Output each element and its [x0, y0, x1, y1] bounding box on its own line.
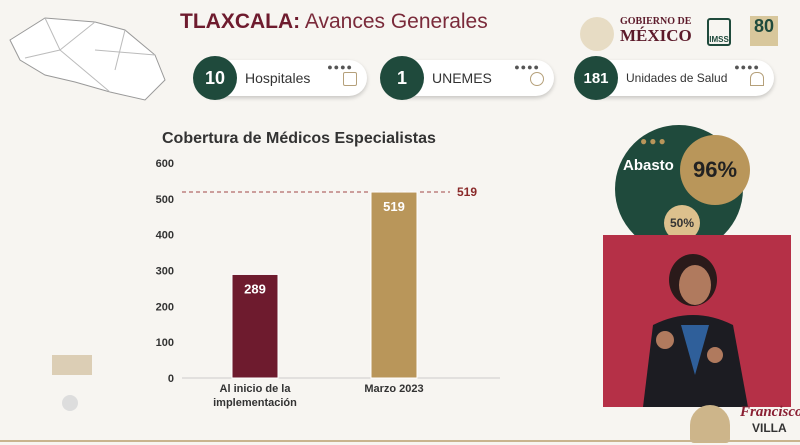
- villa-portrait-logo: [690, 405, 730, 443]
- doctor-icon: [530, 72, 544, 86]
- dots-icon: ●●●●: [327, 62, 353, 72]
- x-category-label: implementación: [213, 397, 297, 409]
- dots-icon: ●●●●: [514, 62, 540, 72]
- logo-line2: MÉXICO: [620, 26, 692, 45]
- dots-icon: ●●●●: [734, 62, 760, 72]
- y-tick-label: 200: [156, 301, 174, 313]
- bar-chart: 0 100 200 300 400 500 600 519 289 Al inicio de la…: [156, 158, 500, 409]
- state-name: TLAXCALA:: [180, 10, 301, 33]
- stat-hospitales: 10 Hospitales ●●●●: [193, 56, 367, 100]
- bar: [231, 273, 279, 379]
- y-tick-label: 600: [156, 158, 174, 170]
- abasto-value: 96%: [680, 135, 750, 205]
- imss-logo: IMSS: [707, 18, 731, 46]
- interpreter-figure: [643, 254, 748, 407]
- footer-logo-text: Francisco: [740, 404, 800, 420]
- bar-value-label: 289: [244, 281, 266, 296]
- chart-title: Cobertura de Médicos Especialistas: [162, 130, 436, 147]
- stat-unemes: 1 UNEMES ●●●●: [380, 56, 554, 100]
- stat-label: Hospitales: [245, 70, 311, 86]
- x-category-label: Marzo 2023: [364, 383, 423, 395]
- reference-line-label: 519: [457, 185, 477, 199]
- bar: [370, 191, 418, 379]
- bar-value-label: 519: [383, 199, 405, 214]
- y-tick-label: 100: [156, 337, 174, 349]
- page-title: TLAXCALA: Avances Generales: [180, 10, 488, 34]
- x-category-label: Al inicio de la: [220, 383, 292, 395]
- y-tick-label: 0: [168, 373, 174, 385]
- title-text: Avances Generales: [300, 10, 488, 33]
- footer-divider: [0, 440, 800, 442]
- dots-icon: ●●●: [640, 134, 668, 148]
- logo-line1: GOBIERNO DE: [620, 16, 692, 27]
- seal-icon: [62, 395, 78, 411]
- stat-unidades: 181 Unidades de Salud ●●●●: [574, 56, 774, 100]
- stat-label: Unidades de Salud: [626, 71, 728, 85]
- gobierno-mexico-logo: GOBIERNO DE MÉXICO: [580, 16, 692, 51]
- anniversary-logo: 80: [750, 16, 778, 46]
- building-logo: [52, 355, 92, 375]
- stat-label: UNEMES: [432, 70, 492, 86]
- house-icon: [750, 72, 764, 86]
- stat-value: 181: [574, 56, 618, 100]
- footer-logo-text2: VILLA: [752, 421, 787, 435]
- stat-value: 10: [193, 56, 237, 100]
- stat-value: 1: [380, 56, 424, 100]
- y-tick-label: 400: [156, 230, 174, 242]
- abasto-label: Abasto: [623, 157, 674, 174]
- sign-language-video: [603, 235, 791, 407]
- tlaxcala-map: [9, 17, 166, 101]
- y-tick-label: 500: [156, 194, 174, 206]
- y-tick-label: 300: [156, 266, 174, 278]
- hospital-icon: [343, 72, 357, 86]
